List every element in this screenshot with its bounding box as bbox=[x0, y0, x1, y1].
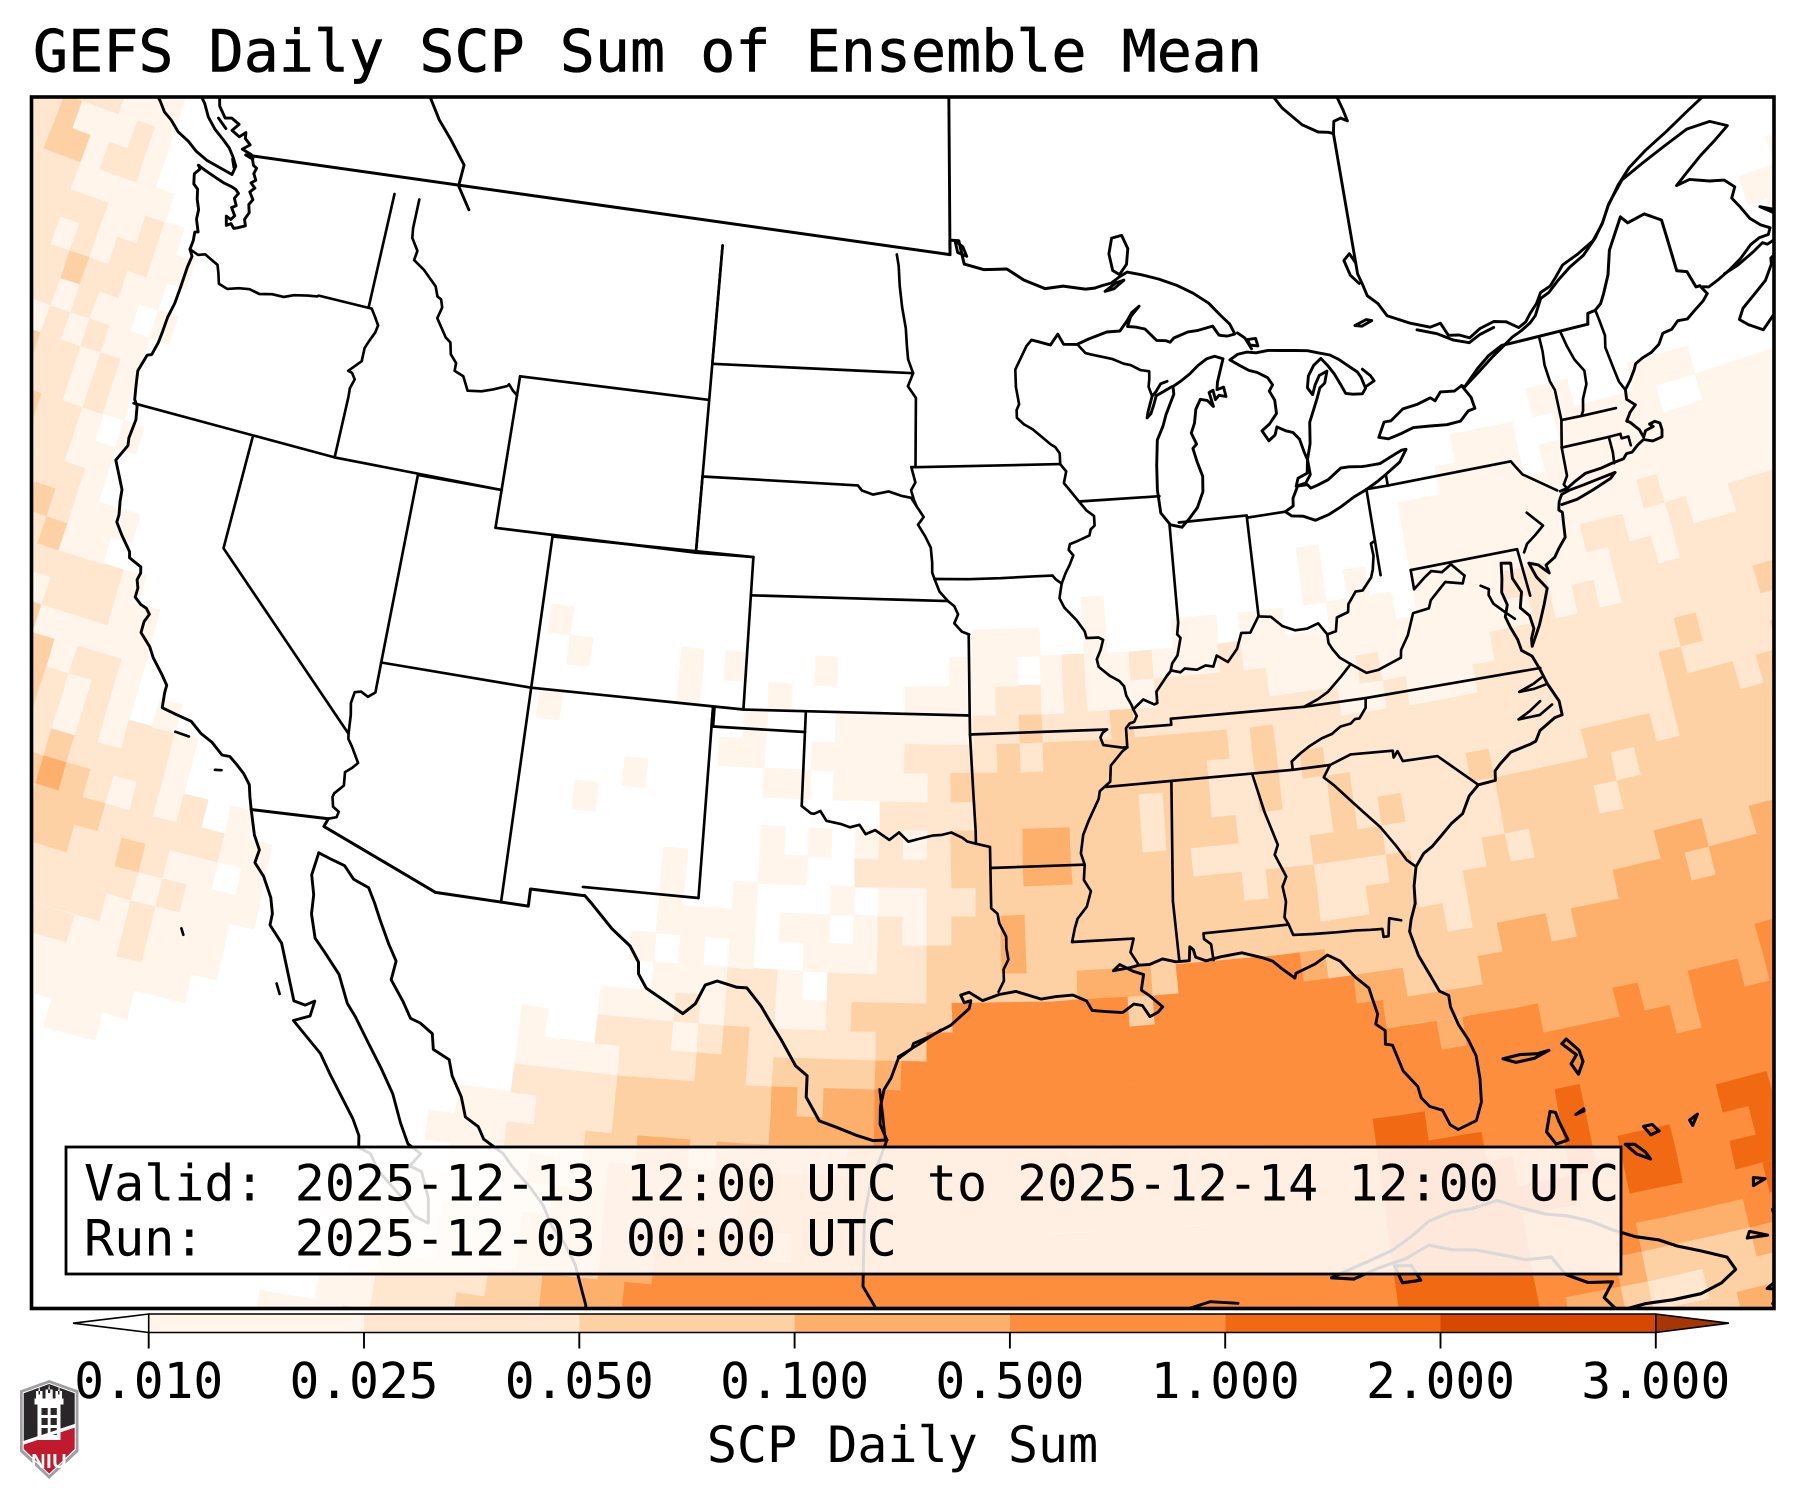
svg-text:NIU: NIU bbox=[31, 1451, 67, 1473]
